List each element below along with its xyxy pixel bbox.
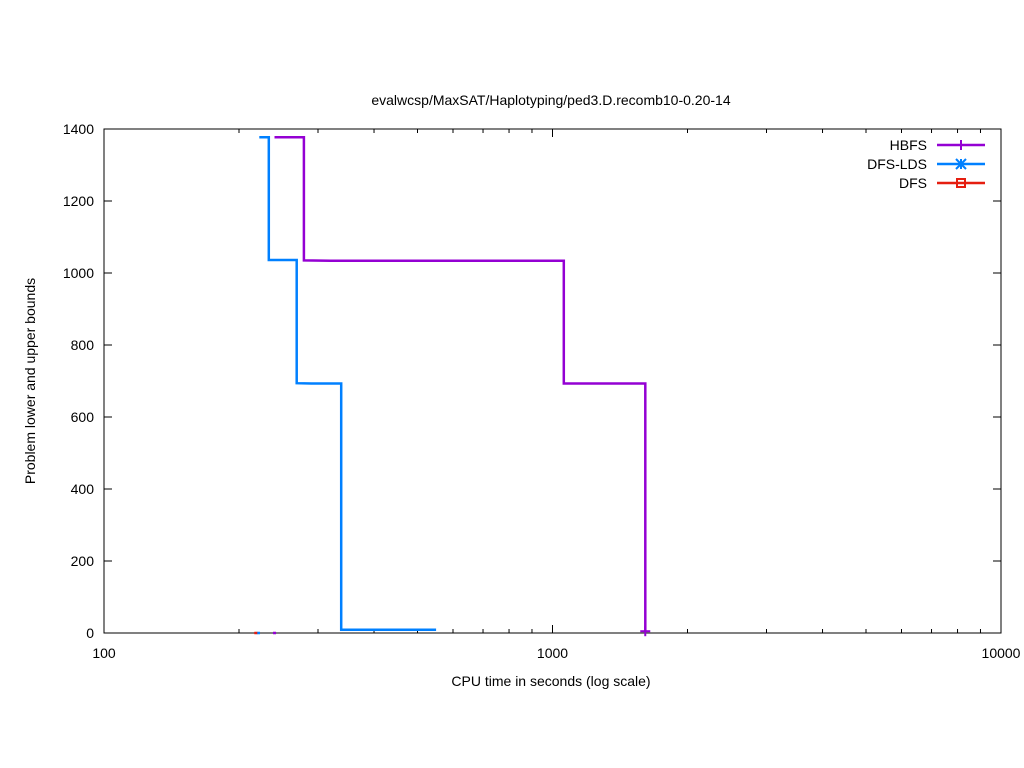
y-tick-label: 200 — [71, 553, 95, 569]
y-tick-label: 600 — [71, 409, 95, 425]
y-tick-label: 1200 — [63, 193, 94, 209]
series-line-dfs-lds — [259, 136, 437, 632]
legend-label: DFS-LDS — [867, 156, 927, 172]
y-tick-label: 0 — [86, 625, 94, 641]
series-hbfs — [273, 136, 651, 637]
legend: HBFS DFS-LDS DFS — [867, 137, 985, 191]
y-tick-label: 1000 — [63, 265, 94, 281]
y-tick-label: 1400 — [63, 121, 94, 137]
series-line-hbfs — [274, 136, 647, 632]
y-tick-label: 800 — [71, 337, 95, 353]
chart-title: evalwcsp/MaxSAT/Haplotyping/ped3.D.recom… — [371, 92, 730, 108]
x-axis-label: CPU time in seconds (log scale) — [451, 673, 650, 689]
plot-frame — [103, 128, 1002, 634]
y-tick-label: 400 — [71, 481, 95, 497]
axes: 0 200 400 600 800 1000 1200 1400 100 1000 10000 — [63, 121, 1021, 661]
legend-marker — [956, 140, 966, 150]
legend-label: HBFS — [890, 137, 927, 153]
series-dfs-lds — [256, 136, 437, 635]
x-tick-label: 1000 — [537, 645, 568, 661]
legend-marker — [956, 178, 966, 188]
data-point-marker — [640, 626, 651, 637]
legend-label: DFS — [899, 175, 927, 191]
legend-marker — [955, 158, 967, 170]
y-axis-label: Problem lower and upper bounds — [22, 278, 38, 484]
x-tick-label: 10000 — [982, 645, 1021, 661]
plot-area — [254, 136, 651, 637]
x-tick-label: 100 — [92, 645, 116, 661]
